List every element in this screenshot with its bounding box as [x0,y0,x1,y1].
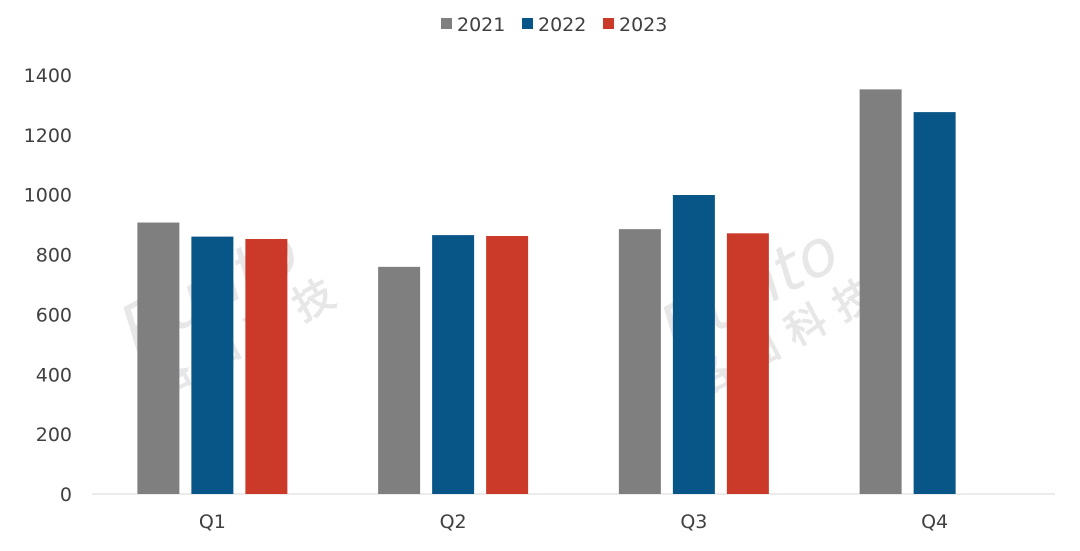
legend-swatch [522,18,533,29]
legend-label: 2021 [457,14,505,36]
bar-2023-Q1 [245,239,288,494]
bar-2023-Q3 [726,233,769,494]
x-tick-label: Q3 [680,511,707,533]
y-tick-label: 400 [36,364,72,386]
legend-swatch [603,18,614,29]
x-tick-label: Q1 [199,511,226,533]
bar-2021-Q1 [137,222,180,494]
y-tick-label: 0 [60,484,72,506]
bar-2022-Q1 [191,236,234,494]
y-tick-label: 200 [36,424,72,446]
bar-2022-Q2 [432,235,475,494]
y-tick-label: 600 [36,304,72,326]
y-tick-label: 1000 [24,185,72,207]
bar-2023-Q2 [486,236,529,494]
bar-2021-Q2 [378,266,421,494]
legend-label: 2022 [538,14,586,36]
y-tick-label: 1400 [24,65,72,87]
x-tick-label: Q4 [921,511,948,533]
legend-label: 2023 [619,14,667,36]
bar-2021-Q3 [618,229,661,494]
y-tick-label: 800 [36,245,72,267]
bar-2021-Q4 [859,89,902,494]
legend-swatch [441,18,452,29]
bar-2022-Q4 [913,112,956,495]
bar-2022-Q3 [672,195,715,495]
x-tick-label: Q2 [440,511,467,533]
y-tick-label: 1200 [24,125,72,147]
